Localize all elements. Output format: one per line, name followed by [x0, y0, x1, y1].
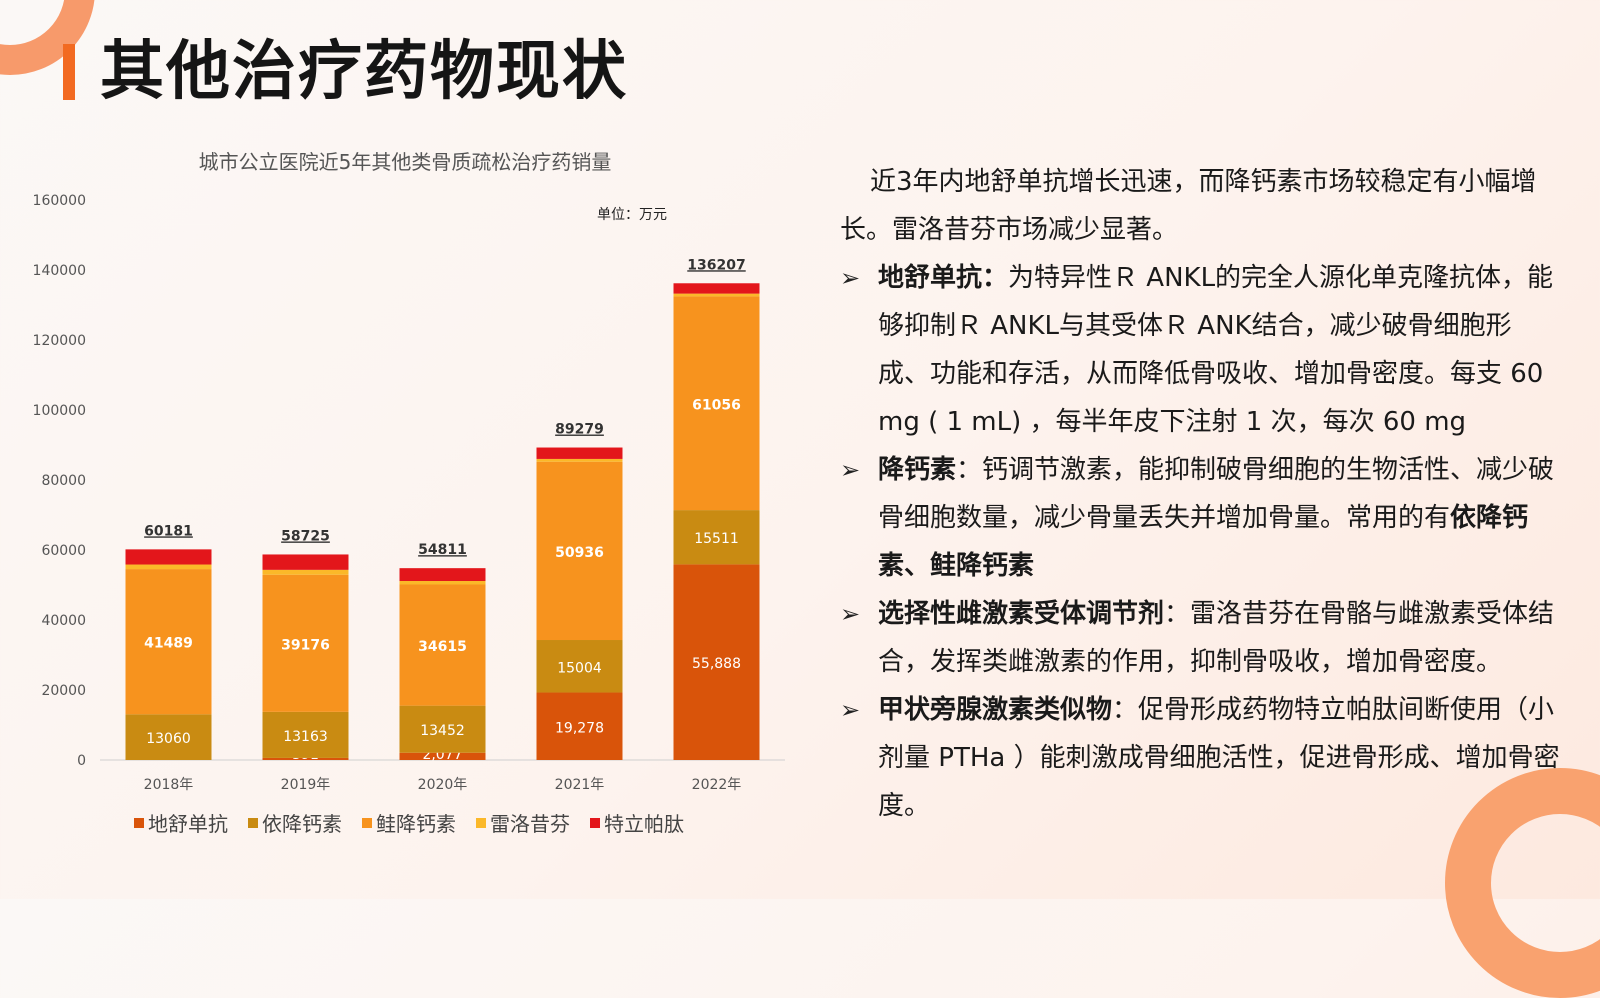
legend-swatch — [590, 817, 600, 828]
data-label: 55,888 — [692, 656, 741, 672]
total-label: 58725 — [281, 528, 330, 544]
bar-segment — [399, 568, 486, 581]
legend-swatch — [134, 817, 144, 828]
bar-segment — [262, 711, 349, 758]
y-tick-label: 40000 — [41, 613, 86, 629]
bar-segment — [673, 296, 760, 511]
bullet-heading: 地舒单抗： — [878, 263, 1009, 293]
total-label: 136207 — [687, 257, 745, 273]
x-tick-label: 2022年 — [692, 777, 742, 793]
y-tick-label: 160000 — [33, 193, 86, 209]
bar-segment — [536, 458, 623, 462]
bar-segment — [673, 293, 760, 297]
legend-item-raloxifene: 雷洛昔芬 — [476, 808, 570, 837]
bar-segment — [399, 584, 486, 706]
bullet-heading: 降钙素 — [878, 455, 957, 485]
data-label: 13163 — [283, 729, 328, 745]
data-label: 34615 — [418, 639, 467, 655]
bar-segment — [125, 564, 212, 570]
chart-title: 城市公立医院近5年其他类骨质疏松治疗药销量 — [199, 150, 612, 174]
bar-segment — [399, 580, 486, 585]
arrow-bullet-icon: ➢ — [840, 264, 861, 292]
bar-segment — [125, 549, 212, 565]
intro-paragraph: 近3年内地舒单抗增长迅速，而降钙素市场较稳定有小幅增长。雷洛昔芬市场减少显著。 — [840, 167, 1537, 245]
y-tick-label: 120000 — [33, 333, 86, 349]
chart-unit-note: 单位：万元 — [597, 207, 667, 223]
arrow-bullet-icon: ➢ — [840, 696, 861, 724]
decorative-ring-top-left — [0, 0, 95, 75]
x-tick-label: 2021年 — [555, 777, 605, 793]
bar-segment — [536, 692, 623, 760]
legend-item-teriparatide: 特立帕肽 — [590, 808, 684, 837]
legend-label: 鲑降钙素 — [376, 812, 456, 836]
bar-segment — [262, 757, 349, 760]
bullet-body: ：促骨形成药物特立帕肽间断使用（小剂量 PTHa ）能刺激成骨细胞活性，促进骨形… — [878, 695, 1560, 821]
y-tick-label: 100000 — [33, 403, 86, 419]
bar-segment — [673, 510, 760, 565]
y-tick-label: 80000 — [41, 473, 86, 489]
title-accent-bar — [63, 44, 75, 100]
bar-segment — [673, 283, 760, 294]
legend-item-salmon-calcitonin: 鲑降钙素 — [362, 808, 456, 837]
data-label: 19,278 — [555, 720, 604, 736]
y-tick-label: 0 — [77, 753, 86, 769]
bullet-tail: 依降钙素、鲑降钙素 — [878, 503, 1529, 581]
x-tick-label: 2020年 — [418, 777, 468, 793]
bar-segment — [125, 714, 212, 760]
bullet-list: ➢ 地舒单抗：为特异性Ｒ ANKL的完全人源化单克隆抗体，能够抑制Ｒ ANKL与… — [840, 254, 1560, 830]
bullet-heading: 甲状旁腺激素类似物 — [878, 695, 1113, 725]
total-label: 89279 — [555, 422, 604, 438]
x-tick-label: 2019年 — [281, 777, 331, 793]
data-label: 41489 — [144, 636, 193, 652]
data-label: 15511 — [694, 531, 739, 547]
bar-segment — [536, 447, 623, 459]
bar-segment — [399, 705, 486, 753]
page-title: 其他治疗药物现状 — [100, 35, 628, 109]
bar-segment — [262, 554, 349, 570]
bullet-serm: ➢ 选择性雌激素受体调节剂：雷洛昔芬在骨骼与雌激素受体结合，发挥类雌激素的作用，… — [840, 590, 1560, 686]
legend-label: 雷洛昔芬 — [490, 812, 570, 836]
arrow-bullet-icon: ➢ — [840, 456, 861, 484]
bullet-body: 为特异性Ｒ ANKL的完全人源化单克隆抗体，能够抑制Ｒ ANKL与其受体Ｒ AN… — [878, 263, 1554, 437]
bar-segment — [125, 569, 212, 715]
chart-legend: 地舒单抗 依降钙素 鲑降钙素 雷洛昔芬 特立帕肽 — [134, 808, 684, 837]
bar-segment — [673, 564, 760, 760]
legend-label: 依降钙素 — [262, 812, 342, 836]
legend-swatch — [362, 817, 372, 828]
bullet-body: ：雷洛昔芬在骨骼与雌激素受体结合，发挥类雌激素的作用，抑制骨吸收，增加骨密度。 — [878, 599, 1555, 677]
bar-segment — [536, 640, 623, 693]
data-label: 13060 — [146, 731, 191, 747]
bullet-body: ：钙调节激素，能抑制破骨细胞的生物活性、减少破骨细胞数量，减少骨量丢失并增加骨量… — [878, 455, 1555, 533]
y-tick-label: 20000 — [41, 683, 86, 699]
legend-swatch — [248, 817, 258, 828]
bullet-calcitonin: ➢ 降钙素：钙调节激素，能抑制破骨细胞的生物活性、减少破骨细胞数量，减少骨量丢失… — [840, 446, 1560, 590]
data-label: 15004 — [557, 660, 602, 676]
legend-label: 地舒单抗 — [148, 812, 228, 836]
data-label: 39176 — [281, 637, 330, 653]
legend-item-elcatonin: 依降钙素 — [248, 808, 342, 837]
legend-item-denosumab: 地舒单抗 — [134, 808, 228, 837]
x-tick-label: 2018年 — [144, 777, 194, 793]
bullet-denosumab: ➢ 地舒单抗：为特异性Ｒ ANKL的完全人源化单克隆抗体，能够抑制Ｒ ANKL与… — [840, 254, 1560, 446]
arrow-bullet-icon: ➢ — [840, 600, 861, 628]
data-label: 50936 — [555, 545, 604, 561]
bar-segment — [262, 574, 349, 712]
total-label: 54811 — [418, 542, 467, 558]
bar-segment — [536, 461, 623, 641]
y-tick-label: 60000 — [41, 543, 86, 559]
data-label: 61056 — [692, 397, 741, 413]
bar-segment — [262, 569, 349, 575]
legend-label: 特立帕肽 — [604, 812, 684, 836]
data-label: 13452 — [420, 723, 465, 739]
bar-segment — [399, 752, 486, 760]
bullet-heading: 选择性雌激素受体调节剂 — [878, 599, 1165, 629]
legend-swatch — [476, 817, 486, 828]
description-panel: 近3年内地舒单抗增长迅速，而降钙素市场较稳定有小幅增长。雷洛昔芬市场减少显著。 … — [840, 158, 1560, 830]
total-label: 60181 — [144, 523, 193, 539]
y-tick-label: 140000 — [33, 263, 86, 279]
bullet-pth-analog: ➢ 甲状旁腺激素类似物：促骨形成药物特立帕肽间断使用（小剂量 PTHa ）能刺激… — [840, 686, 1560, 830]
